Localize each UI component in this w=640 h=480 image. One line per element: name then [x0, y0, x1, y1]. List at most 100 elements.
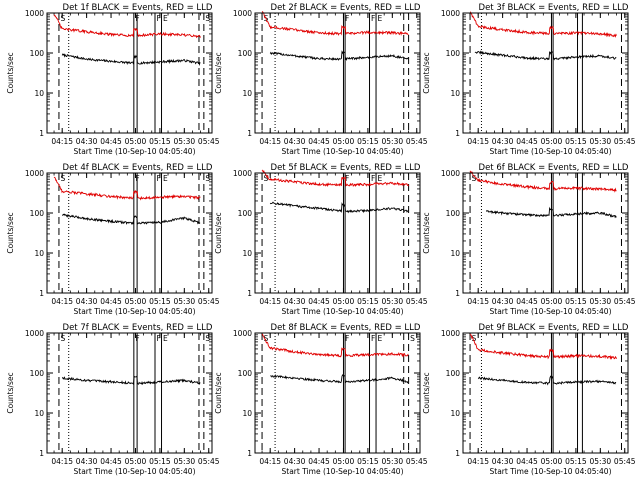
x-tick-label: 04:30 — [76, 137, 98, 146]
panel-det-5f: Det 5f BLACK = Events, RED = LLD Counts/s… — [214, 163, 428, 316]
y-tick-label: 100 — [30, 209, 45, 218]
y-axis-label: Counts/sec — [214, 212, 223, 253]
events-series-line — [269, 50, 409, 62]
x-axis-label: Start Time (10-Sep-10 04:05:40) — [282, 307, 404, 316]
panel-title: Det 7f BLACK = Events, RED = LLD — [63, 323, 213, 333]
x-tick-label: 04:15 — [467, 457, 489, 466]
lld-series-line — [261, 333, 409, 358]
y-tick-label: 100 — [446, 209, 461, 218]
x-tick-label: 04:15 — [467, 137, 489, 146]
x-tick-label: 05:45 — [406, 297, 428, 306]
y-tick-label: 100 — [30, 49, 45, 58]
interval-marker-label: S — [60, 174, 65, 183]
interval-marker-label: E — [163, 334, 168, 343]
panel-title: Det 8f BLACK = Events, RED = LLD — [271, 323, 421, 333]
y-tick-label: 1000 — [25, 329, 44, 338]
lld-series-line — [469, 333, 617, 360]
events-series-line — [61, 375, 201, 386]
interval-marker-label: F — [157, 14, 161, 23]
interval-marker-label: E — [163, 174, 168, 183]
y-tick-label: 100 — [30, 369, 45, 378]
events-series-line — [61, 53, 201, 67]
x-tick-label: 05:45 — [406, 137, 428, 146]
y-tick-label: 10 — [450, 249, 460, 258]
lld-series-line — [53, 176, 201, 201]
x-tick-label: 05:00 — [333, 137, 355, 146]
interval-marker-label: F — [371, 174, 375, 183]
x-tick-label: 04:30 — [284, 457, 306, 466]
x-axis-label: Start Time (10-Sep-10 04:05:40) — [490, 467, 612, 476]
lld-series-line — [469, 170, 617, 193]
y-tick-label: 1000 — [441, 169, 460, 178]
x-tick-label: 05:00 — [541, 457, 563, 466]
x-tick-label: 05:30 — [382, 457, 404, 466]
y-tick-label: 10 — [34, 249, 44, 258]
panel-title: Det 1f BLACK = Events, RED = LLD — [63, 3, 213, 13]
interval-marker-label: F — [345, 174, 349, 183]
x-axis-label: Start Time (10-Sep-10 04:05:40) — [282, 147, 404, 156]
x-tick-label: 05:00 — [125, 457, 147, 466]
x-tick-label: 05:00 — [125, 137, 147, 146]
lld-series-line — [470, 11, 617, 38]
x-tick-label: 05:15 — [357, 137, 379, 146]
interval-marker-label: F — [157, 174, 161, 183]
interval-marker-label: E — [378, 174, 383, 183]
x-tick-label: 04:15 — [259, 297, 281, 306]
x-tick-label: 05:45 — [198, 297, 220, 306]
x-tick-label: 04:30 — [492, 457, 514, 466]
x-axis-label: Start Time (10-Sep-10 04:05:40) — [74, 467, 196, 476]
x-tick-label: 05:30 — [382, 137, 404, 146]
plot-frame — [254, 12, 421, 134]
x-tick-label: 04:15 — [51, 137, 73, 146]
y-tick-label: 1 — [39, 449, 44, 458]
y-tick-label: 10 — [242, 249, 252, 258]
y-tick-label: 1000 — [441, 329, 460, 338]
x-tick-label: 04:45 — [100, 457, 122, 466]
y-tick-label: 10 — [242, 89, 252, 98]
plot-frame — [46, 12, 213, 134]
x-tick-label: 05:30 — [174, 297, 196, 306]
x-axis-label: Start Time (10-Sep-10 04:05:40) — [74, 147, 196, 156]
panel-title: Det 6f BLACK = Events, RED = LLD — [479, 163, 629, 173]
panel-det-8f: Det 8f BLACK = Events, RED = LLD Counts/s… — [214, 323, 428, 476]
lld-series-line — [261, 10, 409, 36]
events-series-line — [269, 201, 409, 214]
x-tick-label: 05:00 — [541, 297, 563, 306]
x-tick-label: 04:45 — [100, 137, 122, 146]
x-tick-label: 04:45 — [516, 137, 538, 146]
y-tick-label: 10 — [34, 409, 44, 418]
x-tick-label: 05:45 — [198, 457, 220, 466]
panel-title: Det 4f BLACK = Events, RED = LLD — [63, 163, 213, 173]
y-axis-label: Counts/sec — [214, 52, 223, 93]
events-series-line — [270, 374, 409, 384]
lld-series-line — [53, 14, 201, 39]
x-tick-label: 05:30 — [174, 457, 196, 466]
x-tick-label: 04:30 — [76, 297, 98, 306]
y-axis-label: Counts/sec — [422, 372, 431, 413]
x-tick-label: 05:45 — [406, 457, 428, 466]
x-tick-label: 04:15 — [51, 457, 73, 466]
interval-marker-label: S — [60, 334, 65, 343]
x-tick-label: 05:30 — [174, 137, 196, 146]
x-tick-label: 04:45 — [308, 457, 330, 466]
y-tick-label: 1 — [247, 289, 252, 298]
x-tick-label: 05:15 — [565, 137, 587, 146]
events-series-line — [477, 375, 617, 386]
panel-det-9f: Det 9f BLACK = Events, RED = LLD Counts/s… — [422, 323, 636, 476]
x-tick-label: 04:15 — [259, 457, 281, 466]
interval-marker-label: F — [345, 14, 349, 23]
plot-frame — [46, 172, 213, 294]
y-tick-label: 1 — [247, 449, 252, 458]
interval-marker-label: S — [472, 334, 477, 343]
x-tick-label: 05:00 — [333, 457, 355, 466]
interval-marker-label: S — [205, 14, 210, 23]
x-tick-label: 04:45 — [516, 297, 538, 306]
y-tick-label: 1 — [455, 289, 460, 298]
events-series-line — [474, 50, 617, 61]
x-tick-label: 04:30 — [492, 297, 514, 306]
panel-title: Det 3f BLACK = Events, RED = LLD — [479, 3, 629, 13]
panel-det-6f: Det 6f BLACK = Events, RED = LLD Counts/s… — [422, 163, 636, 316]
x-tick-label: 05:45 — [614, 297, 636, 306]
x-tick-label: 05:15 — [357, 297, 379, 306]
